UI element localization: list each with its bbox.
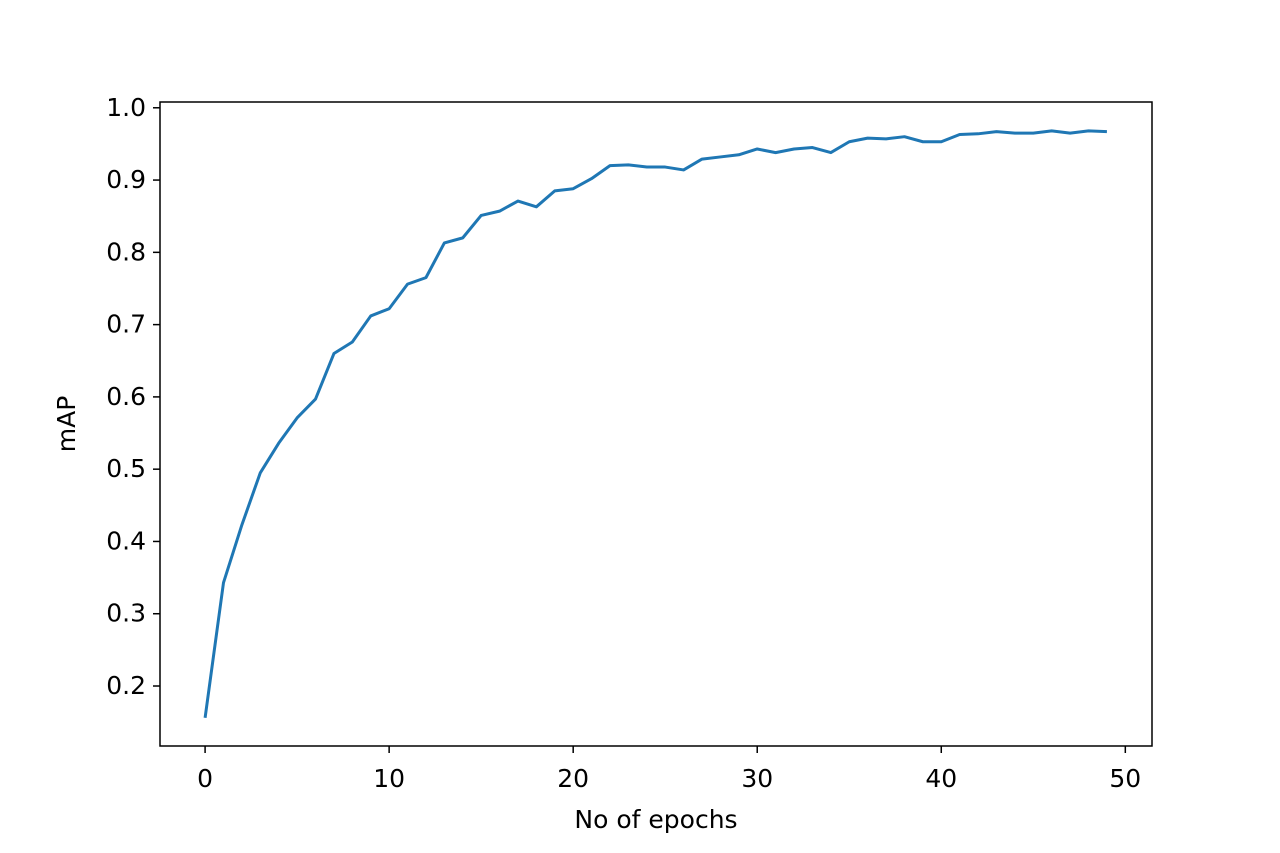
- x-tick-label: 50: [1109, 764, 1141, 793]
- y-tick-label: 0.3: [106, 599, 146, 628]
- y-tick-label: 0.9: [106, 165, 146, 194]
- data-line: [203, 129, 1107, 719]
- x-tick-label: 20: [557, 764, 589, 793]
- plot-frame: [159, 101, 1153, 747]
- y-tick-label: 0.6: [106, 382, 146, 411]
- x-tick-label: 0: [197, 764, 213, 793]
- x-tick-label: 10: [373, 764, 405, 793]
- x-tick-label: 30: [741, 764, 773, 793]
- x-tick-label: 40: [925, 764, 957, 793]
- y-tick-label: 0.5: [106, 454, 146, 483]
- y-axis-label: mAP: [52, 396, 81, 453]
- y-tick-label: 0.8: [106, 237, 146, 266]
- y-tick-label: 0.2: [106, 671, 146, 700]
- y-tick-label: 0.4: [106, 526, 146, 555]
- y-tick-label: 0.7: [106, 310, 146, 339]
- x-axis-label: No of epochs: [574, 805, 737, 834]
- y-tick-label: 1.0: [106, 93, 146, 122]
